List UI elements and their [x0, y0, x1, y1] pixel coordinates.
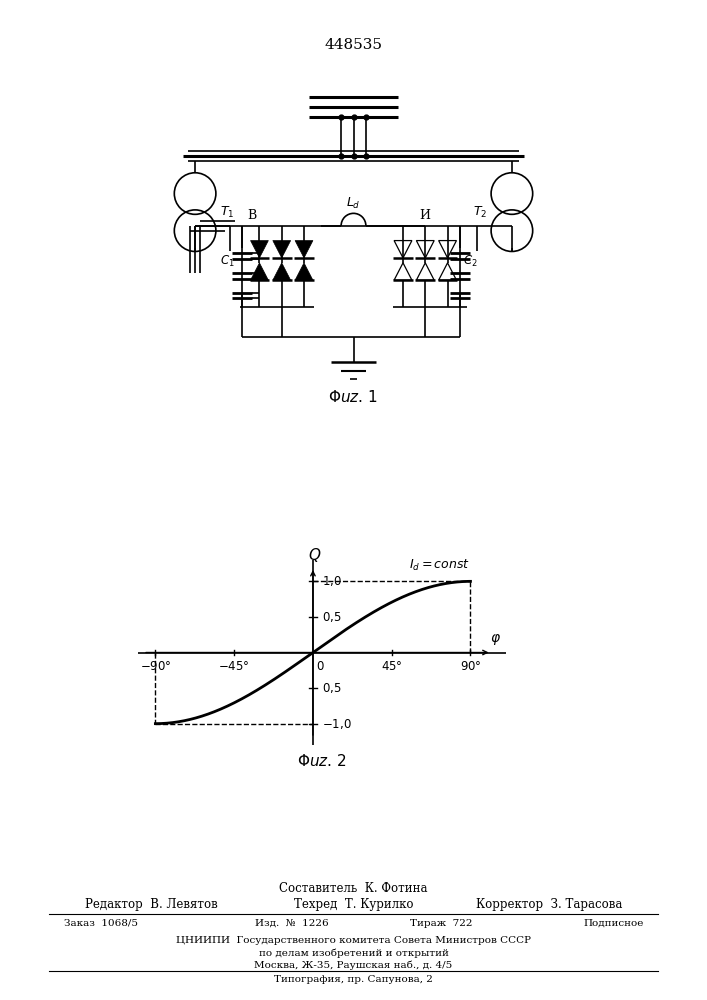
Text: $T_2$: $T_2$	[473, 205, 487, 220]
Text: $-1{,}0$: $-1{,}0$	[322, 717, 351, 731]
Polygon shape	[394, 263, 412, 280]
Text: $1{,}0$: $1{,}0$	[322, 574, 341, 588]
Text: Заказ  1068/5: Заказ 1068/5	[64, 919, 138, 928]
Polygon shape	[273, 241, 291, 258]
Text: ЦНИИПИ  Государственного комитета Совета Министров СССР: ЦНИИПИ Государственного комитета Совета …	[176, 936, 531, 945]
Polygon shape	[416, 241, 434, 258]
Polygon shape	[250, 263, 269, 280]
Polygon shape	[295, 241, 313, 258]
Text: И: И	[420, 209, 431, 222]
Text: $0{,}5$: $0{,}5$	[322, 610, 341, 624]
Polygon shape	[295, 263, 313, 280]
Text: Подписное: Подписное	[583, 919, 643, 928]
Polygon shape	[438, 241, 457, 258]
Text: Москва, Ж-35, Раушская наб., д. 4/5: Москва, Ж-35, Раушская наб., д. 4/5	[255, 961, 452, 970]
Text: 448535: 448535	[325, 38, 382, 52]
Text: Составитель  К. Фотина: Составитель К. Фотина	[279, 882, 428, 895]
Text: $45°$: $45°$	[381, 660, 402, 673]
Text: $90°$: $90°$	[460, 660, 481, 673]
Text: $\Phi u z.\,2$: $\Phi u z.\,2$	[297, 753, 346, 769]
Text: $0{,}5$: $0{,}5$	[322, 681, 341, 695]
Text: Тираж  722: Тираж 722	[410, 919, 472, 928]
Polygon shape	[416, 263, 434, 280]
Text: $C_2$: $C_2$	[462, 254, 477, 269]
Text: $Q$: $Q$	[308, 546, 322, 564]
Text: $I_d = const$: $I_d = const$	[409, 558, 470, 573]
Text: по делам изобретений и открытий: по делам изобретений и открытий	[259, 949, 448, 958]
Text: Изд.  №  1226: Изд. № 1226	[255, 919, 328, 928]
Text: B: B	[247, 209, 257, 222]
Text: $\Phi u z.\,1$: $\Phi u z.\,1$	[328, 388, 379, 404]
Text: $T_1$: $T_1$	[220, 205, 234, 220]
Text: Типография, пр. Сапунова, 2: Типография, пр. Сапунова, 2	[274, 975, 433, 984]
Polygon shape	[273, 263, 291, 280]
Text: $\varphi$: $\varphi$	[489, 632, 501, 647]
Text: Редактор  В. Левятов: Редактор В. Левятов	[85, 898, 218, 911]
Text: $-90°$: $-90°$	[139, 660, 171, 673]
Text: Техред  Т. Курилко: Техред Т. Курилко	[293, 898, 414, 911]
Text: $L_d$: $L_d$	[346, 196, 361, 211]
Text: Корректор  З. Тарасова: Корректор З. Тарасова	[476, 898, 622, 911]
Polygon shape	[394, 241, 412, 258]
Polygon shape	[438, 263, 457, 280]
Text: $0$: $0$	[317, 660, 325, 673]
Polygon shape	[250, 241, 269, 258]
Text: $-45°$: $-45°$	[218, 660, 250, 673]
Text: $C_1$: $C_1$	[220, 254, 235, 269]
